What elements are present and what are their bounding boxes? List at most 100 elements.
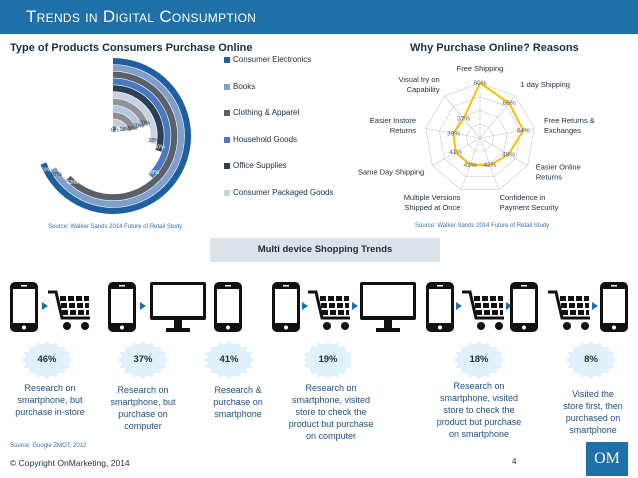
legend-label: Office Supplies [233,161,287,170]
radar-value-label: 64% [517,127,530,134]
description-line: smartphone, visited [291,395,371,405]
radar-value-label: 39% [447,130,460,137]
percent-value: 41% [219,354,239,365]
description-line: Research & [214,385,262,395]
radar-axis-label: Same Day Shipping [358,168,424,177]
donut-label: 67% [51,172,62,178]
radar-grid [425,82,535,190]
radar-axis-label: 1 day Shipping [520,80,570,89]
description-line: purchase on [118,409,168,419]
products-title: Type of Products Consumers Purchase Onli… [10,42,253,54]
legend-item: Household Goods [224,135,334,162]
description-line: purchased on [565,413,621,423]
trend-description: Visited the store first, then purchased on… [538,388,638,436]
starburst-icon [565,341,617,379]
radar-series [452,81,525,167]
products-donut-chart: 69%67%63%38%30%28%20%20%20%18%6% [40,58,191,214]
radar-value-label: 42% [483,162,496,169]
arrow-icon [42,302,48,310]
percent-badge: 37% [117,341,169,379]
donut-ring [112,92,157,145]
shopping-cart-icon [460,290,506,332]
radar-value-label: 80% [473,80,486,87]
radar-axis-label: Returns [390,126,417,135]
description-line: smartphone, but [110,397,176,407]
smartphone-icon [272,282,300,332]
percent-badge: 8% [565,341,617,379]
description-line: smartphone [569,425,617,435]
arrow-icon [592,302,598,310]
donut-label: 63% [67,180,78,186]
donut-ring [50,64,185,208]
description-line: store first, then [563,401,623,411]
radar-axis-label: Free Returns & [544,116,595,125]
percent-badge: 18% [453,341,505,379]
legend-swatch [224,163,230,169]
flow-1 [10,282,92,332]
radar-grid [466,123,494,152]
donut-ring [66,71,178,201]
description-line: Visited the [572,389,614,399]
legend-label: Clothing & Apparel [233,108,300,117]
trend-description: Research on smartphone, visited store to c… [276,382,386,442]
starburst-icon [117,341,169,379]
percent-value: 18% [469,354,489,365]
percent-value: 37% [133,354,153,365]
description-line: purchase on [213,397,263,407]
computer-icon [360,282,416,332]
flow-5 [426,282,538,332]
arrow-icon [140,302,146,310]
radar-axis-label: Visual try on [399,75,440,84]
legend-label: Consumer Electronics [233,55,312,64]
radar-axis-label: Free Shipping [457,64,504,73]
legend-item: Consumer Packaged Goods [224,188,334,215]
radar-spoke [444,95,481,139]
radar-axis-label: Shipped at Once [405,203,461,212]
percent-badge: 19% [302,341,354,379]
percent-value: 8% [584,354,598,365]
flow-2 [108,282,206,332]
description-line: product but purchase [436,417,522,427]
donut-label: 38% [148,170,159,176]
trend-description: Research on smartphone, visited store to c… [424,380,534,440]
shopping-cart-icon [546,290,592,332]
device-flow-illustration [10,282,628,332]
radar-axis-label: Returns [536,173,563,182]
radar-value-label: 42% [464,162,477,169]
legend-swatch [224,136,230,143]
donut-label: 6% [111,127,119,133]
reasons-title: Why Purchase Online? Reasons [410,42,579,54]
legend-label: Household Goods [233,134,298,144]
radar-spoke [479,128,535,139]
starburst-icon [203,341,255,379]
description-line: product but purchase [288,419,374,429]
percent-value: 46% [37,354,57,365]
products-legend: Consumer Electronics Books Clothing & Appa… [224,55,334,214]
legend-swatch [224,110,230,116]
legend-item: Office Supplies [224,161,334,188]
description-line: store to check the [443,405,515,415]
donut-ring [112,119,129,132]
products-source: Source: Walker Sands 2014 Future of Reta… [48,224,183,230]
onmarketing-logo: OM [586,442,628,476]
title-bar: Trends in Digital Consumption [0,0,638,34]
donut-ring [112,112,136,131]
page-title: Trends in Digital Consumption [26,7,257,26]
percent-value: 19% [318,354,338,365]
reasons-radar-chart: 80% Free Shipping 66% 1 day Shipping 64% Free… [358,64,595,212]
description-line: computer [124,421,162,431]
smartphone-icon [108,282,136,332]
legend-swatch [224,83,230,90]
percent-badge: 41% [203,341,255,379]
arrow-icon [456,302,462,310]
donut-label: 20% [139,121,150,127]
radar-value-label: 48% [502,152,515,159]
multi-source: Source: Google ZMOT, 2012 [10,443,87,449]
reasons-source: Source: Walker Sands 2014 Future of Reta… [415,223,550,229]
radar-spoke [479,137,500,190]
trend-description: Research & purchase on smartphone [183,384,293,420]
description-line: Research on [305,383,357,393]
legend-label: Books [233,81,256,91]
smartphone-icon [600,282,628,332]
description-line: Research on [24,383,76,393]
